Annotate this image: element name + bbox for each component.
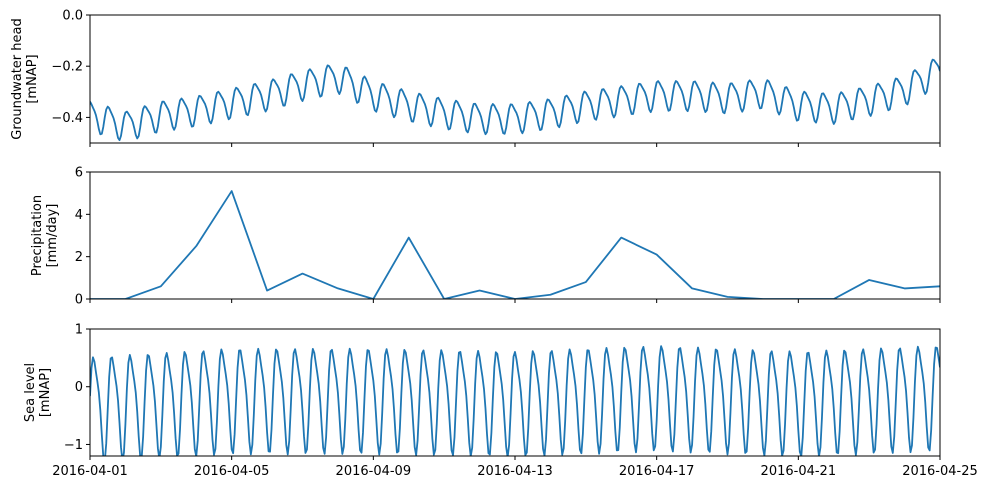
precipitation-y-tick-label: 4 [75,208,83,223]
x-tick-label: 2016-04-21 [761,464,837,479]
precipitation-y-tick-label: 6 [75,166,83,181]
groundwater-y-tick-label: −0.2 [51,60,83,75]
x-tick-label: 2016-04-01 [52,464,128,479]
groundwater-y-tick-label: 0.0 [62,9,83,24]
precipitation-y-tick-label: 0 [75,293,83,308]
x-tick-label: 2016-04-25 [902,464,978,479]
groundwater-y-axis-label: [mNAP] [25,54,40,103]
panel-groundwater: 0.0 −0.2 −0.4 Groundwater head [mNAP] [10,9,941,147]
sea_level-y-tick-label: −1 [64,438,83,453]
panel-sea_level: 1 0 −1 Sea level [mNAP] 2016-04-01 2016-04-05 2… [23,323,978,480]
sea_level-y-axis-label: Sea level [23,363,38,422]
precipitation-series-line [90,190,940,299]
groundwater-axes-frame [89,14,941,144]
groundwater-y-axis-label: Groundwater head [10,18,25,139]
x-tick-label: 2016-04-13 [477,464,553,479]
sea_level-y-tick-label: 1 [75,323,83,338]
x-tick-label: 2016-04-17 [619,464,695,479]
groundwater-y-tick-label: −0.4 [51,111,83,126]
x-tick-label: 2016-04-05 [194,464,270,479]
sea_level-series-line [90,345,940,456]
groundwater-series-line [90,58,940,142]
precipitation-y-axis-label: Precipitation [30,195,45,276]
precipitation-y-tick-label: 2 [75,250,83,265]
precipitation-y-axis-label: [mm/day] [45,204,60,268]
panel-precipitation: 0 2 4 6 Precipitation [mm/day] [30,166,941,308]
x-tick-label: 2016-04-09 [336,464,412,479]
sea_level-y-axis-label: [mNAP] [38,368,53,417]
precipitation-axes-frame [89,171,941,300]
sea_level-y-tick-label: 0 [75,380,83,395]
